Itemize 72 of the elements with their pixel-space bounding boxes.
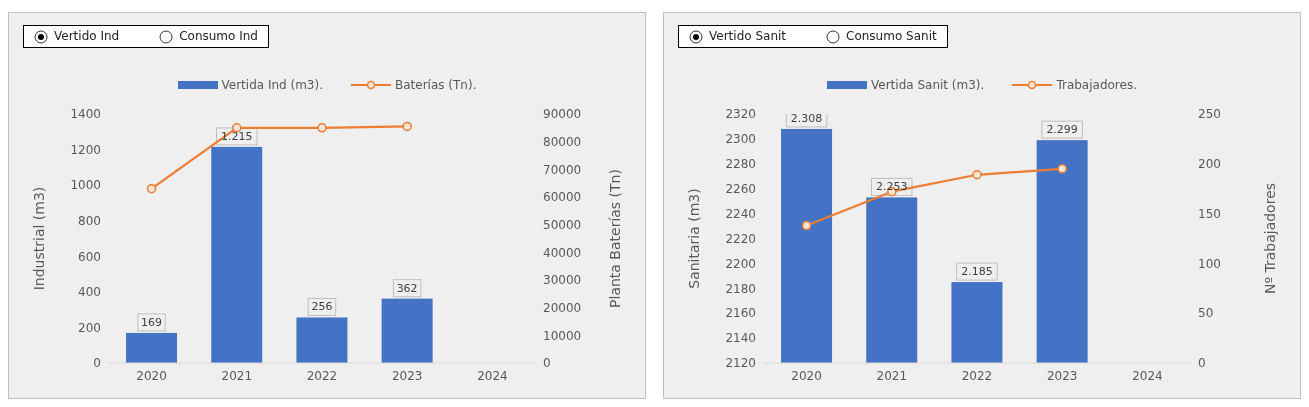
y-axis-title: Industrial (m3) bbox=[30, 186, 47, 291]
data-label: 256 bbox=[311, 300, 333, 314]
y2-tick-label: 30000 bbox=[543, 273, 582, 288]
point bbox=[232, 123, 242, 133]
legend-label: Vertida Ind (m3). bbox=[221, 78, 323, 92]
y-tick-label: 2300 bbox=[725, 132, 756, 147]
y-tick-label: 600 bbox=[78, 249, 101, 264]
y-tick-label: 2240 bbox=[725, 206, 756, 221]
y-tick-label: 2120 bbox=[725, 356, 756, 371]
y2-tick-label: 200 bbox=[1198, 157, 1221, 172]
legend-label: Trabajadores. bbox=[1056, 78, 1137, 92]
legend-label: Baterías (Tn). bbox=[395, 78, 477, 92]
text: Consumo Sanit bbox=[845, 29, 937, 44]
y2-axis-title: Planta Baterías (Tn) bbox=[606, 169, 623, 308]
legend-label: Vertida Sanit (m3). bbox=[871, 78, 985, 92]
text: Vertido Sanit bbox=[708, 29, 787, 44]
y-tick-label: 200 bbox=[78, 320, 101, 335]
point bbox=[402, 121, 412, 132]
data-label: 362 bbox=[396, 281, 418, 295]
y2-tick-label: 150 bbox=[1198, 206, 1221, 221]
y2-tick-label: 20000 bbox=[543, 300, 582, 315]
y-tick-label: 2320 bbox=[725, 107, 756, 122]
y2-tick-label: 10000 bbox=[543, 328, 582, 343]
data-label: 2.308 bbox=[790, 111, 823, 125]
x-tick-label: 2024 bbox=[477, 368, 508, 383]
y2-tick-label: 80000 bbox=[543, 134, 582, 149]
y-tick-label: 1200 bbox=[70, 142, 101, 157]
text: Consumo Ind bbox=[178, 29, 258, 44]
y2-tick-label: 100 bbox=[1198, 256, 1221, 271]
x-tick-label: 2022 bbox=[306, 368, 338, 383]
y-tick-label: 2280 bbox=[725, 157, 756, 172]
point bbox=[972, 170, 982, 180]
point bbox=[801, 220, 812, 231]
y2-tick-label: 250 bbox=[1198, 107, 1221, 122]
y2-tick-label: 90000 bbox=[543, 107, 582, 122]
data-label: 2.299 bbox=[1046, 123, 1078, 137]
y2-tick-label: 60000 bbox=[543, 190, 582, 205]
y-tick-label: 2140 bbox=[725, 331, 756, 346]
y2-tick-label: 0 bbox=[543, 356, 551, 371]
data-label: 1.215 bbox=[220, 129, 253, 143]
y2-tick-label: 50000 bbox=[543, 217, 582, 232]
x-tick-label: 2022 bbox=[961, 368, 993, 383]
y-tick-label: 2180 bbox=[725, 281, 756, 296]
y-tick-label: 2160 bbox=[725, 306, 756, 321]
point bbox=[317, 123, 327, 133]
y-tick-label: 1000 bbox=[70, 178, 101, 193]
point bbox=[1057, 164, 1067, 174]
y2-tick-label: 40000 bbox=[543, 245, 582, 260]
y-tick-label: 2200 bbox=[725, 256, 756, 271]
x-tick-label: 2020 bbox=[791, 368, 822, 383]
x-tick-label: 2021 bbox=[876, 368, 908, 383]
y2-tick-label: 70000 bbox=[543, 162, 582, 177]
y-tick-label: 2260 bbox=[725, 181, 756, 196]
data-label: 169 bbox=[141, 315, 163, 329]
x-tick-label: 2021 bbox=[221, 368, 253, 383]
x-tick-label: 2023 bbox=[391, 368, 423, 383]
data-label: 2.253 bbox=[875, 180, 908, 194]
x-tick-label: 2024 bbox=[1132, 368, 1163, 383]
y-tick-label: 400 bbox=[78, 285, 101, 300]
y2-tick-label: 50 bbox=[1198, 306, 1214, 321]
y2-axis-title: Nº Trabajadores bbox=[1261, 182, 1278, 295]
y2-tick-label: 0 bbox=[1198, 356, 1206, 371]
y-tick-label: 0 bbox=[93, 356, 101, 371]
data-label: 2.185 bbox=[961, 265, 993, 279]
point bbox=[146, 183, 157, 194]
x-tick-label: 2020 bbox=[136, 368, 167, 383]
y-tick-label: 1400 bbox=[70, 107, 101, 122]
y-axis-title: Sanitaria (m3) bbox=[685, 188, 702, 289]
x-tick-label: 2023 bbox=[1046, 368, 1078, 383]
y-tick-label: 2220 bbox=[725, 231, 756, 246]
y-tick-label: 800 bbox=[78, 213, 101, 228]
text: Vertido Ind bbox=[53, 29, 120, 44]
